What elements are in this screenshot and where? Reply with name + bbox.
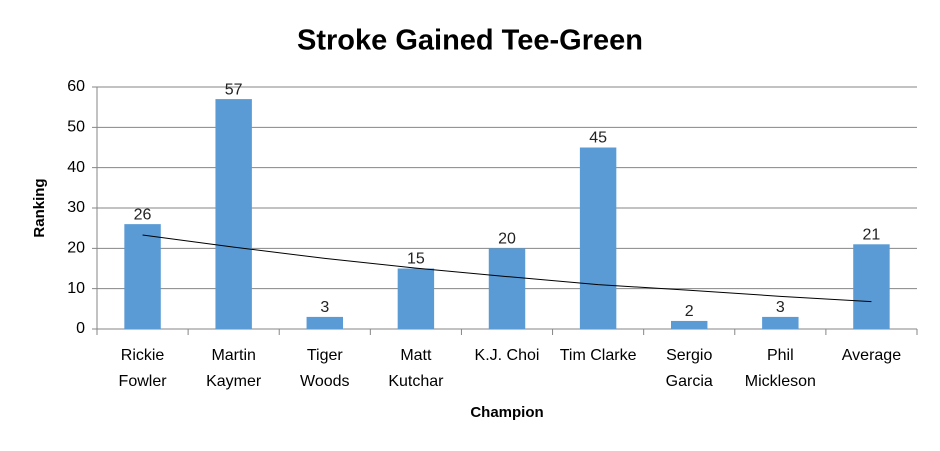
y-tick-label: 50 xyxy=(67,119,85,136)
bar xyxy=(397,268,435,329)
chart-title: Stroke Gained Tee-Green xyxy=(297,25,643,57)
bar xyxy=(671,320,708,329)
data-label: 2 xyxy=(685,303,694,320)
trendline xyxy=(142,234,872,303)
data-label: 57 xyxy=(225,81,243,98)
bar xyxy=(488,248,526,329)
data-label: 21 xyxy=(863,227,881,244)
bar xyxy=(306,316,343,329)
y-axis-label: Ranking xyxy=(31,178,48,237)
x-tick-label: Matt Kutchar xyxy=(388,347,444,390)
bar xyxy=(124,224,161,329)
data-label: 26 xyxy=(134,206,152,223)
bar xyxy=(762,316,799,329)
bar xyxy=(579,147,617,329)
x-axis-label: Champion xyxy=(470,404,543,421)
x-tick-label: K.J. Choi xyxy=(475,347,540,364)
data-label: 3 xyxy=(776,299,785,316)
data-label: 15 xyxy=(407,251,425,268)
x-tick-label: Sergio Garcia xyxy=(666,347,713,390)
bar xyxy=(215,99,252,329)
y-tick-label: 60 xyxy=(67,78,85,95)
y-tick-label: 30 xyxy=(67,199,85,216)
bar xyxy=(853,244,890,329)
x-tick-label: Tim Clarke xyxy=(560,347,637,364)
x-tick-label: Phil Mickleson xyxy=(745,347,816,390)
data-label: 3 xyxy=(320,299,329,316)
x-tick-label: Average xyxy=(842,347,901,364)
y-tick-label: 10 xyxy=(67,280,85,297)
data-label: 45 xyxy=(589,130,607,147)
y-tick-label: 20 xyxy=(67,240,85,257)
x-tick-label: Rickie Fowler xyxy=(119,347,168,390)
y-tick-label: 0 xyxy=(76,320,85,337)
y-tick-label: 40 xyxy=(67,159,85,176)
x-tick-label: Martin Kaymer xyxy=(206,347,262,390)
data-label: 20 xyxy=(498,231,516,248)
x-tick-label: Tiger Woods xyxy=(300,347,350,390)
